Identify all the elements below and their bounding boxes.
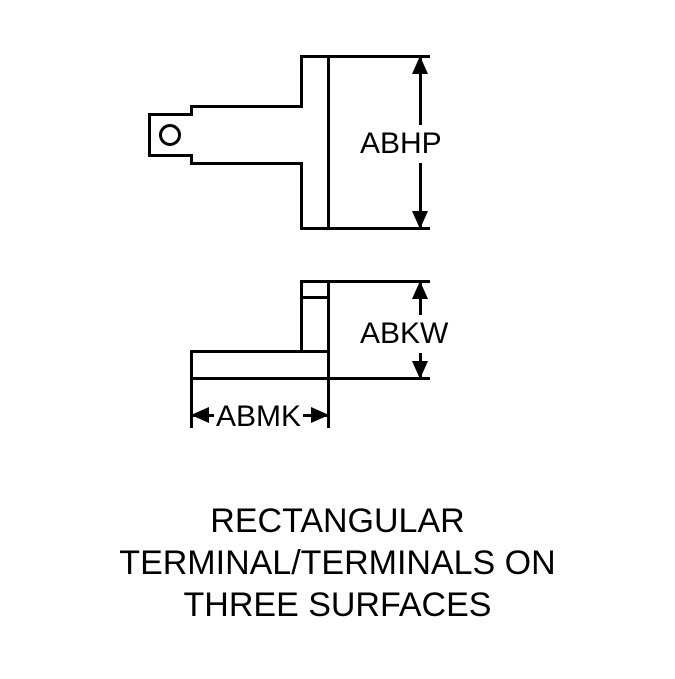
sideview-inner-line xyxy=(303,296,327,299)
caption-line-3: THREE SURFACES xyxy=(0,584,675,626)
diagram-canvas: { "figure_type": "engineering-dimension-… xyxy=(0,0,675,679)
sideview-vertical-bar xyxy=(300,280,330,353)
topview-vertical-bar xyxy=(300,55,330,230)
topview-hole xyxy=(159,124,181,146)
abmk-arrow-right xyxy=(311,407,329,423)
topview-horizontal-bar xyxy=(190,105,303,165)
abkw-label: ABKW xyxy=(360,315,448,353)
caption-line-2: TERMINAL/TERMINALS ON xyxy=(0,542,675,584)
sideview-base-bar xyxy=(190,350,330,380)
abkw-arrow-top xyxy=(412,281,428,299)
abhp-label: ABHP xyxy=(360,125,442,163)
abkw-arrow-bot xyxy=(412,361,428,379)
abhp-arrow-bot xyxy=(412,211,428,229)
abhp-arrow-top xyxy=(412,56,428,74)
abmk-label: ABMK xyxy=(214,400,303,434)
abmk-arrow-left xyxy=(191,407,209,423)
caption-line-1: RECTANGULAR xyxy=(0,500,675,542)
